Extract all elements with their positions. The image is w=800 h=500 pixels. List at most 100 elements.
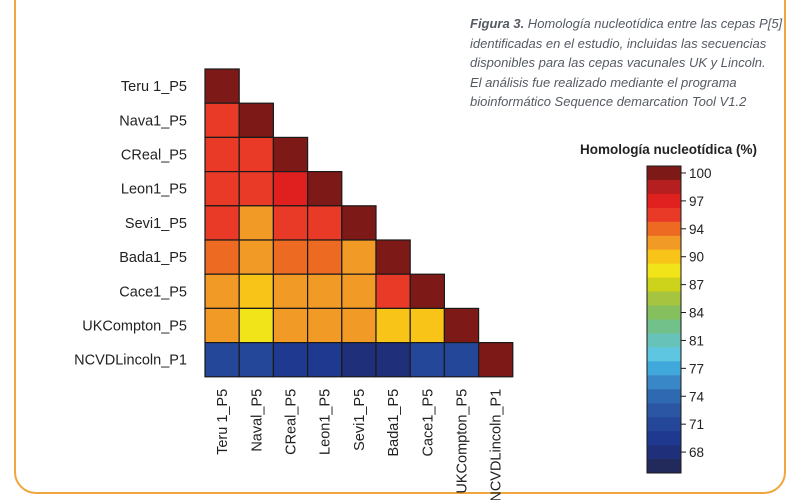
legend-swatches — [646, 165, 682, 474]
row-label: Nava1_P5 — [119, 113, 187, 129]
heatmap-cell — [341, 205, 377, 241]
heatmap-cell — [307, 342, 343, 378]
heatmap-cell — [375, 239, 411, 275]
heatmap-cells — [204, 68, 514, 378]
heatmap-cell — [204, 307, 240, 344]
legend-swatch — [647, 389, 681, 404]
heatmap-cell — [272, 136, 309, 173]
heatmap-cell — [204, 273, 240, 310]
legend-tick-label: 94 — [689, 222, 705, 237]
column-labels: Teru 1_P5 Naval_P5 CReal_P5 Leon1_P5 Sevi1_P… — [215, 389, 505, 500]
heatmap-cell — [307, 171, 343, 207]
legend-swatch — [647, 347, 681, 362]
heatmap-cell — [238, 205, 274, 241]
caption-line-3: disponibles para las cepas vacunales UK … — [470, 55, 766, 70]
heatmap-cell — [204, 102, 240, 138]
legend-tick-label: 84 — [689, 306, 705, 321]
legend-tick-label: 90 — [689, 250, 704, 265]
heatmap-cell — [204, 171, 240, 207]
column-label: Teru 1_P5 — [215, 389, 231, 455]
legend-border — [646, 165, 682, 474]
heatmap-cell — [238, 171, 274, 207]
legend-swatch — [647, 403, 681, 418]
heatmap-cell — [409, 273, 446, 310]
heatmap-cell — [272, 239, 309, 275]
legend-swatch — [647, 375, 681, 390]
row-label: Bada1_P5 — [119, 250, 187, 266]
heatmap-cell — [375, 273, 411, 310]
heatmap-cell — [238, 102, 274, 138]
legend-swatch — [647, 277, 681, 292]
heatmap-cell — [272, 273, 309, 310]
caption-line-1-text: Homología nucleotídica entre las cepas P… — [524, 16, 783, 31]
heatmap-cell — [443, 342, 480, 378]
row-label: NCVDLincoln_P1 — [74, 353, 187, 369]
caption-figure-label: Figura 3. — [470, 16, 525, 31]
column-label: Bada1_P5 — [386, 389, 402, 457]
caption-line-5: bioinformático Sequence demarcation Tool… — [470, 94, 747, 109]
row-labels: Teru 1_P5 Nava1_P5 CReal_P5 Leon1_P5 Sevi1_P… — [74, 79, 187, 369]
legend-swatch — [647, 166, 681, 181]
legend-swatch — [647, 235, 681, 251]
heatmap-cell — [375, 307, 411, 344]
legend-tick-label: 100 — [689, 166, 712, 181]
heatmap-cell — [341, 239, 377, 275]
legend-swatch — [647, 249, 681, 265]
heatmap-cell — [238, 273, 274, 310]
heatmap-cell — [341, 273, 377, 310]
heatmap-cell — [238, 239, 274, 275]
legend-title: Homología nucleotídica (%) — [580, 142, 757, 157]
heatmap-cell — [204, 205, 240, 241]
column-label: NCVDLincoln_P1 — [489, 389, 505, 500]
heatmap-cell — [272, 307, 309, 344]
heatmap-cell — [272, 205, 309, 241]
legend-swatch — [647, 263, 681, 279]
legend-tick-label: 77 — [689, 361, 704, 376]
heatmap-cell — [307, 273, 343, 310]
legend-swatch — [647, 417, 681, 432]
legend-tick-labels: 100 97 94 90 87 84 81 77 74 71 68 — [681, 166, 712, 460]
heatmap-cell — [409, 307, 446, 344]
legend-tick-label: 68 — [689, 445, 704, 460]
color-legend: Homología nucleotídica (%) 100 97 94 90 87 84… — [580, 142, 757, 474]
figure-caption: Figura 3. Homología nucleotídica entre l… — [470, 14, 790, 112]
column-label: CReal_P5 — [284, 389, 300, 455]
legend-swatch — [647, 193, 681, 209]
legend-swatch — [647, 207, 681, 223]
heatmap-cell — [272, 342, 309, 378]
legend-swatch — [647, 291, 681, 306]
heatmap-cell — [341, 307, 377, 344]
legend-swatch — [647, 459, 681, 474]
heatmap-cell — [478, 342, 514, 378]
legend-swatch — [647, 445, 681, 460]
heatmap-cell — [307, 239, 343, 275]
legend-swatch — [647, 333, 681, 348]
heatmap-cell — [375, 342, 411, 378]
legend-swatch — [647, 431, 681, 446]
legend-tick-label: 74 — [689, 389, 705, 404]
legend-tick-label: 87 — [689, 278, 704, 293]
legend-tick-label: 97 — [689, 194, 704, 209]
heatmap-cell — [238, 136, 274, 173]
row-label: Leon1_P5 — [121, 182, 187, 198]
column-label: Cace1_P5 — [420, 389, 436, 457]
heatmap-cell — [307, 307, 343, 344]
legend-swatch — [647, 179, 681, 195]
heatmap-cell — [238, 307, 274, 344]
heatmap-cell — [443, 307, 480, 344]
legend-tick-label: 71 — [689, 417, 704, 432]
heatmap-cell — [272, 171, 309, 207]
heatmap-cell — [204, 68, 240, 104]
row-label: Teru 1_P5 — [121, 79, 187, 95]
caption-line-1: Figura 3. Homología nucleotídica entre l… — [470, 14, 790, 34]
legend-swatch — [647, 305, 681, 320]
heatmap-cell — [204, 239, 240, 275]
heatmap-cell — [204, 342, 240, 378]
column-label: Leon1_P5 — [318, 389, 334, 455]
heatmap-cell — [341, 342, 377, 378]
row-label: UKCompton_P5 — [82, 319, 187, 335]
legend-swatch — [647, 319, 681, 334]
column-label: UKCompton_P5 — [455, 389, 471, 494]
caption-line-2: identificadas en el estudio, incluidas l… — [470, 35, 767, 51]
